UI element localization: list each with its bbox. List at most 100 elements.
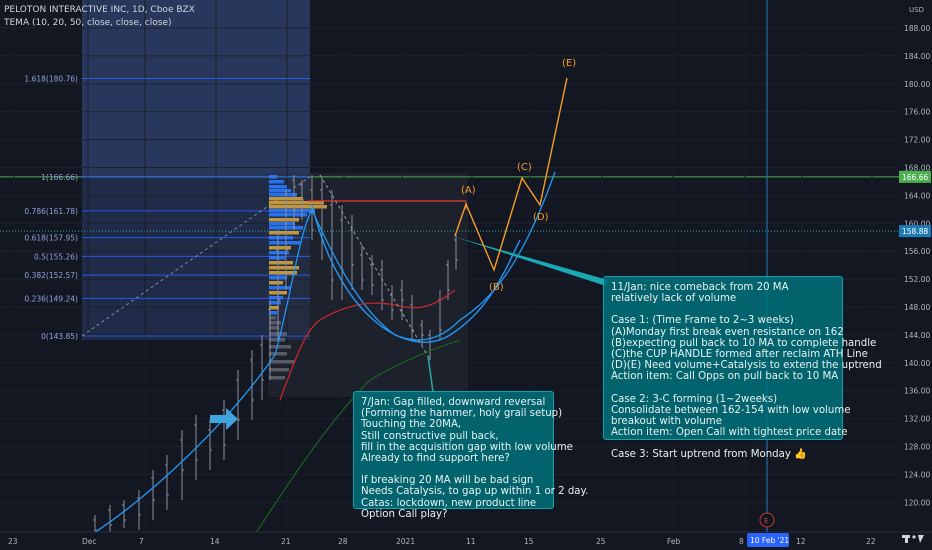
volume-profile-bar (269, 189, 291, 193)
price-axis-bg (899, 0, 932, 532)
volume-profile-bar (269, 316, 276, 320)
time-tick: 11 (466, 537, 476, 546)
note-line (611, 304, 835, 315)
wave-label: (C) (517, 162, 532, 173)
volume-profile-bar (269, 321, 281, 325)
callout-pointer-left (427, 355, 434, 393)
fib-level-label: 0.5(155.26) (34, 252, 78, 261)
price-tick: 156.00 (904, 247, 930, 256)
note-line: 11/Jan: nice comeback from 20 MA (611, 282, 789, 293)
fib-zone-upper (82, 0, 310, 178)
note-line: breakout with volume (611, 416, 722, 428)
note-line: (C)the CUP HANDLE formed after reclaim A… (611, 349, 868, 361)
volume-profile-bar (269, 345, 291, 349)
volume-profile-bar (269, 209, 315, 213)
note-line: relatively lack of volume (611, 293, 737, 305)
note-line: Case 2: 3-C forming (1~2weeks) (611, 393, 778, 405)
arrow-marker-icon[interactable] (210, 408, 238, 430)
price-tick: 132.00 (904, 415, 930, 424)
fib-level-label: 0(143.85) (41, 332, 78, 341)
price-axis[interactable]: USD188.00184.00180.00176.00172.00168.001… (899, 0, 932, 532)
price-tick: 152.00 (904, 275, 930, 284)
price-tick: 124.00 (904, 470, 930, 479)
volume-profile-bar (269, 281, 283, 285)
volume-profile-bar (269, 286, 291, 290)
note-line: Needs Catalysis, to gap up within 1 or 2… (361, 486, 589, 498)
note-line (611, 383, 835, 394)
time-tick: 15 (524, 537, 534, 546)
volume-profile-bar (269, 241, 301, 245)
price-tick: 148.00 (904, 303, 930, 312)
event-marker-label: E (764, 517, 768, 525)
price-tick: 120.00 (904, 498, 930, 507)
volume-profile-bar (269, 256, 285, 260)
price-tick: 188.00 (904, 24, 930, 33)
ma-mid-line (279, 289, 456, 401)
price-tick: 160.00 (904, 219, 930, 228)
price-tick: 128.00 (904, 443, 930, 452)
note-line: Case 1: (Time Frame to 2~3 weeks) (611, 315, 794, 327)
annotation-note-left[interactable]: 7/Jan: Gap filled, downward reversal (For… (353, 391, 589, 520)
candles (93, 175, 458, 535)
volume-profile-bar (269, 301, 281, 305)
volume-profile-bar (269, 338, 285, 342)
time-tick: 23 (8, 537, 18, 546)
volume-profile-bar (269, 326, 279, 330)
time-tick: Feb (667, 537, 681, 546)
price-tick: 172.00 (904, 136, 930, 145)
volume-profile-bar (269, 236, 293, 240)
volume-profile-bar (269, 246, 291, 250)
note-line: Option Call play? (361, 508, 448, 520)
time-tick: 2021 (396, 537, 415, 546)
event-marker-icon[interactable] (759, 512, 775, 528)
note-line: Case 3: Start uptrend from Monday 👍 (611, 449, 807, 461)
ath-price-label: 166.66 (902, 173, 928, 182)
volume-profile-bar (269, 218, 299, 222)
fib-level-label: 0.618(157.95) (24, 234, 78, 243)
volume-profile-bar (269, 368, 289, 372)
volume-profile-bar (269, 360, 295, 364)
price-tick: 180.00 (904, 80, 930, 89)
wave-label: (A) (461, 185, 476, 196)
wave-label: (D) (533, 212, 549, 223)
note-line: Already to find support here? (361, 453, 510, 465)
note-line: 7/Jan: Gap filled, downward reversal (361, 397, 546, 408)
note-line: Action item: Open Call with tightest pri… (611, 427, 848, 439)
volume-profile-bar (269, 261, 293, 265)
time-tick: 22 (866, 537, 876, 546)
note-line: (A)Monday first break even resistance on… (611, 326, 844, 338)
indicator-legend[interactable]: TEMA (10, 20, 50, close, close, close) (4, 18, 172, 28)
wave-path[interactable] (454, 77, 568, 273)
price-tick: 184.00 (904, 52, 930, 61)
volume-profile-bar (269, 311, 277, 315)
volume-profile-bar (269, 185, 287, 189)
volume-profile-bar (269, 352, 287, 356)
cup-handle-curve (311, 204, 521, 343)
time-tick: 7 (139, 537, 144, 546)
price-tick: 164.00 (904, 191, 930, 200)
crosshair-date-label: 10 Feb '21 (750, 536, 789, 545)
time-tick: 25 (596, 537, 606, 546)
volume-profile-bar (269, 266, 299, 270)
note-line: Still constructive pull back, (361, 430, 499, 442)
note-line: Action item: Call Opps on pull back to 1… (611, 371, 839, 383)
time-tick: 21 (281, 537, 291, 546)
drawings (210, 174, 608, 430)
time-axis-bg (0, 532, 932, 550)
tradingview-logo-icon[interactable] (902, 534, 924, 544)
fib-level-label: 0.236(149.24) (24, 294, 78, 303)
fib-level-label: 0.382(152.57) (24, 271, 78, 280)
time-tick: 14 (210, 537, 220, 546)
current-price-label: 158.88 (902, 227, 928, 236)
fib-level-label: 1.618(180.76) (24, 74, 78, 83)
volume-profile-bar (269, 222, 295, 226)
note-line (611, 438, 835, 449)
note-line: If breaking 20 MA will be bad sign (361, 475, 534, 487)
volume-profile-bar (269, 296, 283, 300)
ath-price-tag (899, 170, 931, 183)
note-line: Consolidate between 162-154 with low vol… (611, 404, 851, 416)
annotation-note-right[interactable]: 11/Jan: nice comeback from 20 MA relative… (603, 276, 882, 460)
volume-profile-bar (269, 180, 284, 184)
